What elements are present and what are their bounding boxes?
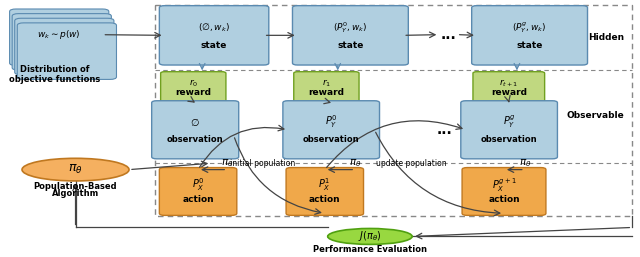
FancyBboxPatch shape <box>10 9 109 66</box>
Text: $J(\pi_\theta)$: $J(\pi_\theta)$ <box>358 230 381 243</box>
FancyBboxPatch shape <box>462 168 546 215</box>
Text: state: state <box>201 41 227 50</box>
FancyBboxPatch shape <box>286 168 364 215</box>
Text: ...: ... <box>440 28 456 42</box>
FancyBboxPatch shape <box>473 72 545 103</box>
Text: $r_1$: $r_1$ <box>322 77 331 89</box>
Text: reward: reward <box>491 88 527 97</box>
FancyBboxPatch shape <box>159 168 237 215</box>
FancyBboxPatch shape <box>152 101 239 159</box>
Text: Observable: Observable <box>566 111 624 120</box>
Text: action: action <box>488 195 520 204</box>
Text: $\pi_\theta$: $\pi_\theta$ <box>518 157 531 169</box>
Text: action: action <box>182 195 214 204</box>
Text: Population-Based: Population-Based <box>34 182 117 191</box>
Text: $\emptyset$: $\emptyset$ <box>190 116 200 128</box>
Text: $P_X^{g+1}$: $P_X^{g+1}$ <box>492 176 516 194</box>
Text: Hidden: Hidden <box>588 33 624 42</box>
Text: $P_X^0$: $P_X^0$ <box>192 177 204 193</box>
Text: $(\emptyset, w_k)$: $(\emptyset, w_k)$ <box>198 21 230 34</box>
Text: Distribution of: Distribution of <box>20 65 89 74</box>
FancyBboxPatch shape <box>292 6 408 65</box>
Text: $r_{t+1}$: $r_{t+1}$ <box>499 77 518 89</box>
Text: action: action <box>309 195 340 204</box>
Text: reward: reward <box>308 88 344 97</box>
Text: $r_0$: $r_0$ <box>189 77 198 89</box>
FancyBboxPatch shape <box>12 14 111 70</box>
Text: observation: observation <box>167 135 223 144</box>
Text: $w_k \sim p(w)$: $w_k \sim p(w)$ <box>37 28 81 41</box>
Text: Algorithm: Algorithm <box>52 189 99 198</box>
Text: initial population: initial population <box>230 159 295 169</box>
Text: observation: observation <box>303 135 360 144</box>
Text: $P_X^1$: $P_X^1$ <box>319 177 331 193</box>
FancyBboxPatch shape <box>294 72 359 103</box>
FancyBboxPatch shape <box>15 18 114 75</box>
Text: $\pi_\theta$: $\pi_\theta$ <box>349 157 362 169</box>
Text: objective functions: objective functions <box>9 75 100 84</box>
Text: ...: ... <box>437 123 452 137</box>
Text: $(P_Y^g, w_k)$: $(P_Y^g, w_k)$ <box>513 20 547 35</box>
Text: $P_Y^g$: $P_Y^g$ <box>503 114 515 130</box>
Ellipse shape <box>22 158 129 181</box>
Text: reward: reward <box>175 88 211 97</box>
Text: update population: update population <box>376 159 447 169</box>
Text: Performance Evaluation: Performance Evaluation <box>313 245 427 254</box>
Text: state: state <box>516 41 543 50</box>
FancyBboxPatch shape <box>17 23 116 79</box>
Ellipse shape <box>328 228 412 244</box>
FancyBboxPatch shape <box>472 6 588 65</box>
Text: observation: observation <box>481 135 538 144</box>
Text: $\pi_\theta$: $\pi_\theta$ <box>68 163 83 176</box>
Text: $P_Y^0$: $P_Y^0$ <box>325 113 337 130</box>
Text: state: state <box>337 41 364 50</box>
FancyBboxPatch shape <box>283 101 380 159</box>
FancyBboxPatch shape <box>461 101 557 159</box>
FancyBboxPatch shape <box>159 6 269 65</box>
Text: $\pi_\theta$: $\pi_\theta$ <box>221 157 234 169</box>
Text: $(P_Y^0, w_k)$: $(P_Y^0, w_k)$ <box>333 20 367 35</box>
FancyBboxPatch shape <box>161 72 226 103</box>
